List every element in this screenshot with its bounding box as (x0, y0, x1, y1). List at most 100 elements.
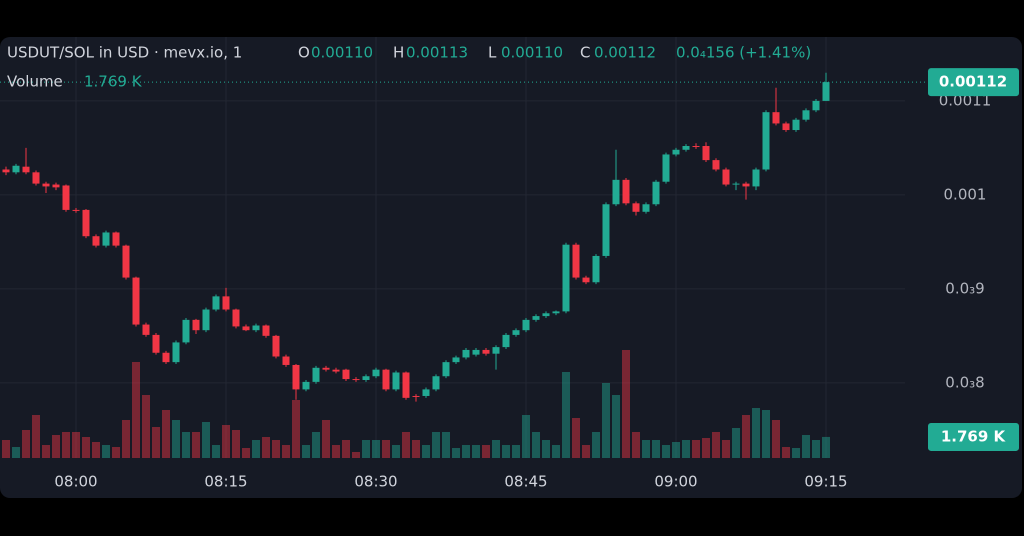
candle-body (452, 357, 460, 363)
candle-body (342, 369, 350, 380)
candle-body (312, 367, 320, 382)
volume-bar (32, 415, 40, 458)
candle-body (552, 311, 560, 314)
candle-body (82, 209, 90, 237)
volume-bar (132, 362, 140, 458)
volume-bar (402, 432, 410, 458)
candle-body (222, 296, 230, 310)
volume-bar (432, 432, 440, 458)
candle-body (292, 364, 300, 390)
volume-value: 1.769 K (84, 73, 143, 91)
volume-bar (792, 448, 800, 458)
volume-bar (82, 437, 90, 458)
candle-body (112, 232, 120, 246)
volume-bar (392, 445, 400, 458)
volume-bar (742, 415, 750, 458)
change: 0.0₄156 (+1.41%) (676, 44, 811, 62)
candle-body (322, 367, 330, 370)
candle-body (792, 119, 800, 131)
x-tick-label: 08:00 (54, 473, 97, 491)
volume-bar (172, 420, 180, 458)
candle-body (532, 316, 540, 320)
candle-body (262, 325, 270, 336)
volume-badge-label: 1.769 K (941, 427, 1007, 445)
volume-bar (342, 440, 350, 458)
candle-body (192, 319, 200, 331)
volume-bar (462, 445, 470, 458)
candle-body (402, 372, 410, 398)
volume-bar (452, 448, 460, 458)
volume-bar (102, 445, 110, 458)
volume-bar (702, 438, 710, 458)
candle-body (562, 244, 570, 312)
symbol: USDUT/SOL in USD · mevx.io, 1 (7, 44, 242, 62)
candle-body (502, 334, 510, 348)
candle-body (802, 110, 810, 120)
volume-bar (252, 440, 260, 458)
candle-body (372, 369, 380, 377)
candle-body (482, 349, 490, 354)
volume-bar (692, 440, 700, 458)
low-value: 0.00110 (501, 44, 563, 62)
volume-bar (732, 428, 740, 458)
volume-bar (562, 372, 570, 458)
candle-body (522, 319, 530, 331)
candle-body (282, 356, 290, 365)
volume-bar (592, 432, 600, 458)
volume-bar (202, 422, 210, 458)
candle-body (672, 149, 680, 155)
candle-body (52, 184, 60, 188)
candle-body (442, 362, 450, 377)
volume-bar (192, 432, 200, 458)
close-value: 0.00112 (594, 44, 656, 62)
candle-body (352, 379, 360, 381)
candle-body (742, 183, 750, 187)
candle-body (822, 82, 830, 101)
candle-body (42, 183, 50, 187)
volume-bar (542, 440, 550, 458)
candle-body (582, 277, 590, 283)
candle-body (592, 255, 600, 283)
volume-bar (752, 408, 760, 458)
volume-bar (42, 445, 50, 458)
candle-body (132, 277, 140, 325)
volume-bar (332, 445, 340, 458)
volume-bar (52, 435, 60, 458)
candle-body (122, 245, 130, 278)
volume-bar (552, 445, 560, 458)
price-badge-label: 0.00112 (939, 73, 1007, 91)
volume-bar (582, 445, 590, 458)
volume-bar (802, 435, 810, 458)
volume-bar (662, 445, 670, 458)
volume-bar (572, 418, 580, 458)
volume-bar (612, 395, 620, 458)
candle-body (762, 112, 770, 170)
volume-bar (72, 432, 80, 458)
volume-bar (2, 440, 10, 458)
candle-body (732, 183, 740, 185)
candle-body (612, 179, 620, 205)
volume-bar (232, 430, 240, 458)
x-tick-label: 08:45 (504, 473, 547, 491)
candle-body (472, 349, 480, 355)
candle-body (492, 347, 500, 354)
volume-bar (182, 432, 190, 458)
candle-body (772, 112, 780, 124)
candle-body (642, 204, 650, 212)
volume-bar (522, 415, 530, 458)
candle-body (722, 169, 730, 185)
volume-bar (482, 445, 490, 458)
candle-body (632, 203, 640, 212)
volume-bar (162, 410, 170, 458)
candle-body (692, 146, 700, 148)
x-tick-label: 09:00 (654, 473, 697, 491)
volume-bar (222, 425, 230, 458)
candle-body (572, 244, 580, 278)
high-value: 0.00113 (406, 44, 468, 62)
volume-bar (262, 437, 270, 458)
candle-body (422, 389, 430, 396)
x-tick-label: 08:30 (354, 473, 397, 491)
volume-bar (762, 410, 770, 458)
volume-bar (372, 440, 380, 458)
candle-body (362, 376, 370, 381)
